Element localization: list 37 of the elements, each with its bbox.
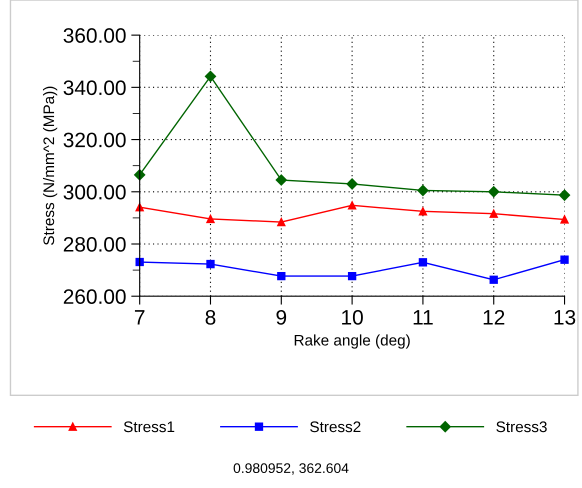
point	[277, 272, 286, 280]
y-axis-title: Stress (N/mm^2 (MPa))	[42, 86, 58, 245]
point	[418, 207, 428, 216]
y-tick-label: 320.00	[64, 132, 126, 148]
point	[346, 178, 358, 190]
point	[204, 70, 216, 82]
x-tick-label: 9	[276, 310, 286, 325]
y-tick-label: 360.00	[64, 28, 126, 43]
x-tick-label: 8	[206, 310, 216, 325]
point	[558, 190, 570, 201]
x-tick-label: 11	[414, 310, 433, 325]
point	[490, 210, 498, 218]
point	[277, 218, 286, 226]
point	[348, 272, 356, 280]
point	[206, 214, 215, 224]
x-axis-title: Rake angle (deg)	[294, 334, 410, 349]
legend-label: Stress3	[496, 421, 547, 432]
point	[276, 174, 287, 186]
y-tick-label: 280.00	[64, 237, 126, 252]
legend-label: Stress1	[124, 421, 174, 432]
text: 0.980952, 362.604	[234, 463, 349, 475]
y-tick-label: 260.00	[64, 289, 126, 304]
x-tick-label: 13	[554, 310, 576, 325]
point	[348, 201, 356, 210]
point	[560, 215, 569, 224]
point	[417, 184, 429, 196]
x-tick-label: 12	[484, 310, 504, 325]
point	[560, 256, 569, 264]
y-tick-label: 300.00	[64, 184, 126, 200]
x-tick-label: 10	[342, 310, 363, 325]
point	[490, 276, 498, 284]
legend-label: Stress2	[310, 421, 360, 432]
point	[488, 186, 500, 198]
point	[418, 258, 428, 266]
point	[206, 260, 215, 268]
y-tick-label: 340.00	[64, 80, 126, 96]
x-tick-label: 7	[134, 310, 144, 325]
